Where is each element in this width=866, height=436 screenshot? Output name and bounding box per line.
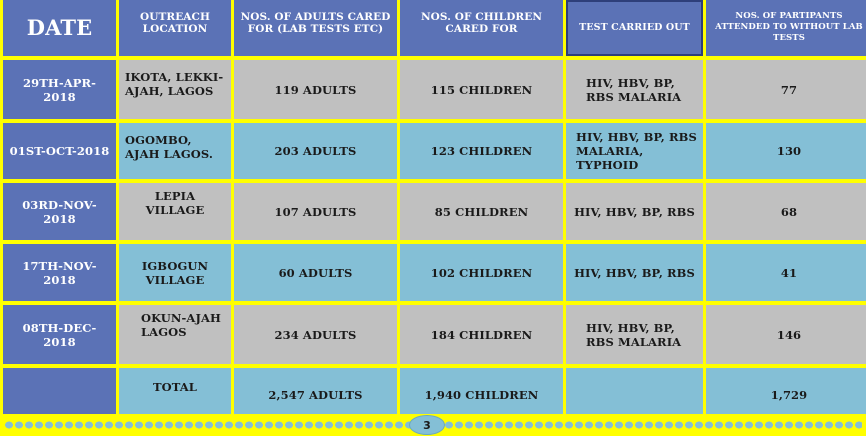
row-2-adults: 203 ADULTS — [234, 123, 397, 179]
row-3-participants: 68 — [706, 183, 866, 240]
row-5-tests: HIV, HBV, BP, RBS MALARIA — [566, 305, 703, 364]
row-3-location: LEPIA VILLAGE — [119, 183, 231, 240]
header-tests: TEST CARRIED OUT — [566, 0, 703, 56]
row-1-location: IKOTA, LEKKI-AJAH, LAGOS — [119, 60, 231, 119]
row-3-date: 03RD-NOV-2018 — [3, 183, 116, 240]
row-3-children: 85 CHILDREN — [400, 183, 563, 240]
page-number-badge: 3 — [409, 415, 445, 435]
total-children: 1,940 CHILDREN — [400, 368, 563, 422]
row-4-tests: HIV, HBV, BP, RBS — [566, 244, 703, 301]
row-3-adults: 107 ADULTS — [234, 183, 397, 240]
row-2-location: OGOMBO, AJAH LAGOS. — [119, 123, 231, 179]
row-2-participants: 130 — [706, 123, 866, 179]
row-1-adults: 119 ADULTS — [234, 60, 397, 119]
page-footer: 3 — [0, 414, 866, 436]
row-5-date: 08TH-DEC-2018 — [3, 305, 116, 364]
total-adults: 2,547 ADULTS — [234, 368, 397, 422]
row-1-children: 115 CHILDREN — [400, 60, 563, 119]
row-4-children: 102 CHILDREN — [400, 244, 563, 301]
total-tests-empty — [566, 368, 703, 422]
row-2-date: 01ST-OCT-2018 — [3, 123, 116, 179]
header-participants: NOS. OF PARTIPANTS ATTENDED TO WITHOUT L… — [706, 0, 866, 56]
row-5-adults: 234 ADULTS — [234, 305, 397, 364]
row-1-date: 29TH-APR-2018 — [3, 60, 116, 119]
total-label: TOTAL — [119, 368, 231, 422]
row-3-tests: HIV, HBV, BP, RBS — [566, 183, 703, 240]
row-1-tests: HIV, HBV, BP, RBS MALARIA — [566, 60, 703, 119]
header-date: Date — [3, 0, 116, 56]
row-2-children: 123 CHILDREN — [400, 123, 563, 179]
total-date-empty — [3, 368, 116, 422]
row-2-tests: HIV, HBV, BP, RBS MALARIA, TYPHOID — [566, 123, 703, 179]
row-5-children: 184 CHILDREN — [400, 305, 563, 364]
header-adults: NOS. OF ADULTS CARED FOR (LAB TESTS etc) — [234, 0, 397, 56]
row-4-date: 17TH-NOV-2018 — [3, 244, 116, 301]
header-location: OUTREACH LOCATION — [119, 0, 231, 56]
row-4-participants: 41 — [706, 244, 866, 301]
row-4-location: IGBOGUN VILLAGE — [119, 244, 231, 301]
row-4-adults: 60 ADULTS — [234, 244, 397, 301]
row-5-participants: 146 — [706, 305, 866, 364]
header-children: NOS. OF CHILDREN CARED FOR — [400, 0, 563, 56]
row-1-participants: 77 — [706, 60, 866, 119]
outreach-table: Date OUTREACH LOCATION NOS. OF ADULTS CA… — [3, 0, 866, 422]
row-5-location: OKUN-AJAH LAGOS — [119, 305, 231, 364]
total-participants: 1,729 — [706, 368, 866, 422]
